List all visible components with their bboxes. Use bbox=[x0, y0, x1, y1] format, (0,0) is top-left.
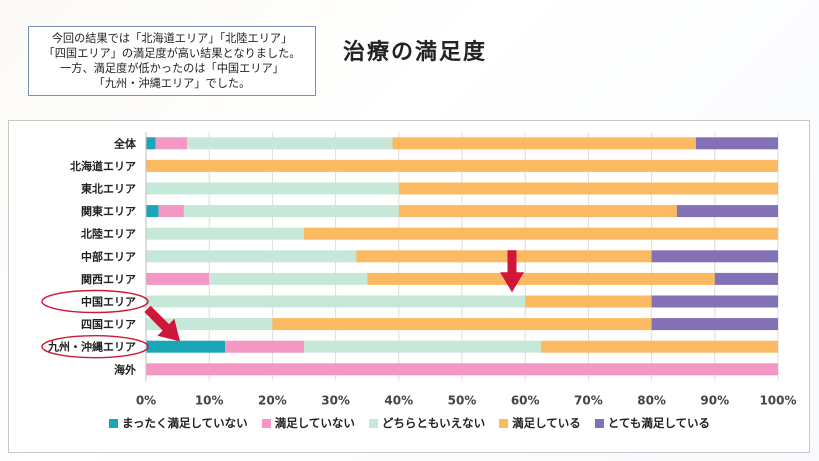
note-line: 「四国エリア」の満足度が高い結果となりました。 bbox=[43, 47, 301, 60]
bar-segment bbox=[146, 205, 159, 218]
legend-item: まったく満足していない bbox=[108, 415, 248, 431]
legend-swatch bbox=[108, 418, 118, 428]
legend-swatch bbox=[261, 418, 271, 428]
category-label: 北海道エリア bbox=[70, 159, 136, 173]
bar-segment bbox=[398, 182, 778, 195]
x-tick-label: 20% bbox=[258, 394, 287, 408]
chart-legend: まったく満足していない 満足していない どちらともいえない 満足している とても満足して… bbox=[0, 415, 819, 431]
bar-segment bbox=[146, 318, 273, 331]
category-label: 中部エリア bbox=[81, 249, 136, 263]
bar-segment bbox=[225, 340, 304, 353]
bar-segment bbox=[651, 318, 778, 331]
bar-segment bbox=[146, 295, 526, 308]
bar-segment bbox=[304, 340, 541, 353]
legend-label: どちらともいえない bbox=[381, 416, 486, 430]
bar-segment bbox=[525, 295, 652, 308]
category-label: 全体 bbox=[113, 136, 137, 150]
legend-item: 満足していない bbox=[261, 415, 355, 431]
x-tick-label: 80% bbox=[637, 394, 666, 408]
bar-segment bbox=[356, 250, 652, 263]
bar-segment bbox=[651, 295, 778, 308]
x-tick-label: 30% bbox=[321, 394, 350, 408]
bar-segment bbox=[187, 137, 393, 150]
legend-swatch bbox=[368, 418, 378, 428]
x-tick-label: 10% bbox=[195, 394, 224, 408]
bar-segment bbox=[158, 205, 184, 218]
bar-segment bbox=[209, 272, 368, 285]
category-label: 九州・沖縄エリア bbox=[47, 340, 136, 354]
bar-segment bbox=[146, 250, 357, 263]
category-label: 四国エリア bbox=[81, 318, 136, 331]
bar-segment bbox=[155, 137, 188, 150]
note-line: 「九州・沖縄エリア」でした。 bbox=[93, 77, 251, 90]
chart-panel bbox=[8, 120, 810, 453]
x-tick-label: 90% bbox=[700, 394, 729, 408]
bar-segment bbox=[367, 272, 715, 285]
legend-swatch bbox=[594, 418, 604, 428]
category-label: 海外 bbox=[114, 362, 136, 376]
category-label: 北陸エリア bbox=[81, 227, 136, 241]
legend-label: 満足していない bbox=[274, 416, 355, 430]
bar-segment bbox=[714, 272, 778, 285]
x-tick-label: 60% bbox=[511, 394, 540, 408]
bar-segment bbox=[146, 159, 778, 172]
legend-label: 満足している bbox=[512, 416, 581, 430]
bar-segment bbox=[695, 137, 778, 150]
x-tick-label: 50% bbox=[448, 394, 477, 408]
bar-segment bbox=[541, 340, 778, 353]
bar-segment bbox=[272, 318, 652, 331]
bar-segment bbox=[183, 205, 399, 218]
bar-segment bbox=[398, 205, 677, 218]
category-label: 東北エリア bbox=[81, 182, 136, 196]
category-label: 中国エリア bbox=[81, 295, 136, 309]
summary-note: 今回の結果では「北海道エリア」「北陸エリア」 「四国エリア」の満足度が高い結果と… bbox=[28, 26, 316, 96]
bar-segment bbox=[146, 137, 156, 150]
x-tick-label: 40% bbox=[384, 394, 413, 408]
x-tick-label: 70% bbox=[574, 394, 603, 408]
bar-segment bbox=[146, 363, 778, 376]
bar-segment bbox=[146, 227, 304, 240]
bar-segment bbox=[304, 227, 778, 240]
legend-item: 満足している bbox=[499, 415, 581, 431]
bar-segment bbox=[676, 205, 778, 218]
page-title: 治療の満足度 bbox=[343, 40, 488, 65]
highlight-ellipse bbox=[41, 289, 149, 314]
x-tick-label: 100% bbox=[759, 394, 796, 408]
legend-item: とても満足している bbox=[594, 415, 711, 431]
bar-segment bbox=[146, 340, 225, 353]
bar-segment bbox=[392, 137, 696, 150]
note-line: 一方、満足度が低かったのは「中国エリア」 bbox=[60, 62, 284, 75]
category-label: 関東エリア bbox=[81, 204, 136, 218]
legend-item: どちらともいえない bbox=[368, 415, 486, 431]
legend-label: まったく満足していない bbox=[121, 416, 248, 430]
diagonal-arrow-icon bbox=[144, 305, 180, 342]
bar-segment bbox=[146, 272, 210, 285]
down-arrow-icon bbox=[500, 250, 524, 293]
bar-segment bbox=[146, 182, 399, 195]
legend-label: とても満足している bbox=[607, 416, 711, 430]
note-line: 今回の結果では「北海道エリア」「北陸エリア」 bbox=[51, 32, 293, 45]
category-label: 関西エリア bbox=[81, 273, 136, 286]
bar-segment bbox=[651, 250, 778, 263]
legend-swatch bbox=[499, 418, 509, 428]
highlight-ellipse bbox=[41, 335, 149, 359]
x-tick-label: 0% bbox=[136, 394, 156, 408]
